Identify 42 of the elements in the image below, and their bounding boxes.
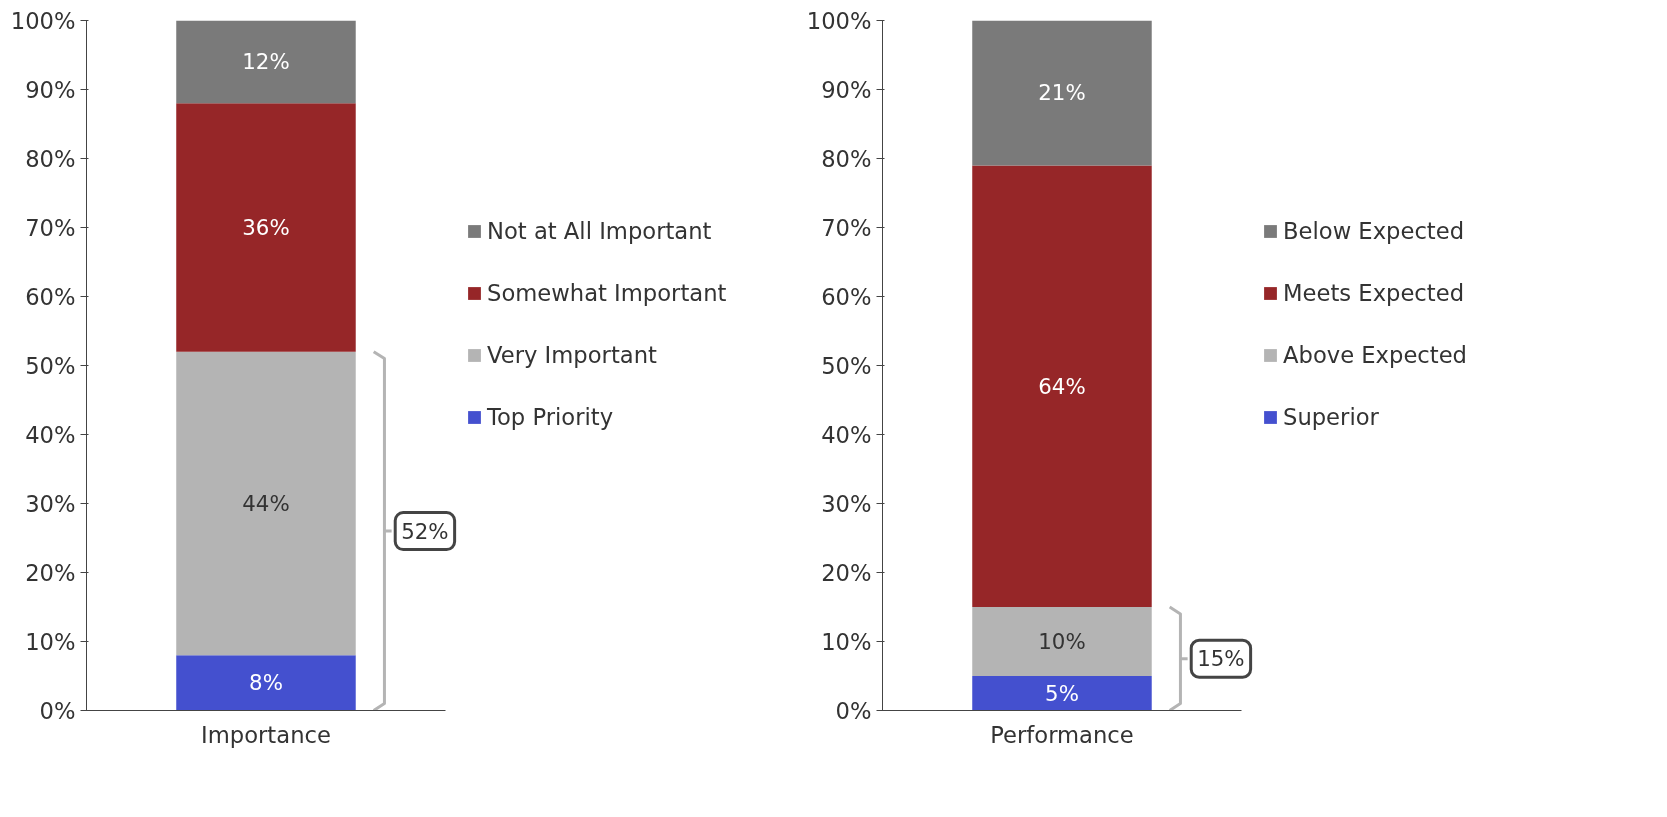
y-tick-label: 30%: [25, 490, 76, 517]
text: 52%: [401, 518, 449, 544]
data-label: 21%: [1038, 80, 1086, 106]
y-tick-label: 20%: [25, 559, 76, 586]
y-tick-label: 70%: [821, 214, 872, 241]
y-tick-label: 0%: [835, 697, 872, 724]
data-label: 64%: [1038, 373, 1086, 399]
legend-label: Somewhat Important: [487, 280, 727, 306]
y-tick-label: 80%: [25, 145, 76, 172]
data-label: 5%: [1045, 680, 1079, 706]
y-tick-label: 60%: [25, 283, 76, 310]
y-tick-label: 90%: [821, 76, 872, 103]
y-tick-label: 0%: [39, 697, 76, 724]
y-tick-label: 10%: [821, 628, 872, 655]
legend-label: Below Expected: [1283, 218, 1465, 244]
y-tick-label: 30%: [821, 490, 872, 517]
data-label: 44%: [242, 491, 290, 516]
legend-label: Not at All Important: [487, 218, 712, 244]
data-label: 36%: [242, 215, 290, 240]
y-tick-label: 40%: [821, 421, 872, 448]
y-tick-label: 20%: [821, 559, 872, 586]
data-label: 12%: [242, 49, 290, 75]
data-label: 10%: [1038, 629, 1086, 654]
y-tick-label: 60%: [821, 283, 872, 310]
legend-label: Above Expected: [1283, 342, 1467, 368]
y-tick-label: 50%: [821, 352, 872, 379]
y-tick-label: 80%: [821, 145, 872, 172]
y-tick-label: 70%: [25, 214, 76, 241]
y-tick-label: 50%: [25, 352, 76, 379]
legend-label: Very Important: [487, 342, 657, 368]
legend-label: Superior: [1283, 404, 1379, 430]
x-tick-label: Importance: [201, 721, 331, 748]
y-tick-label: 100%: [10, 7, 76, 34]
y-tick-label: 40%: [25, 421, 76, 448]
y-tick-label: 90%: [25, 76, 76, 103]
legend-label: Meets Expected: [1283, 280, 1465, 306]
x-tick-label: Performance: [990, 721, 1134, 748]
legend-label: Top Priority: [487, 404, 614, 430]
data-label: 8%: [249, 670, 283, 696]
y-tick-label: 10%: [25, 628, 76, 655]
y-tick-label: 100%: [806, 7, 872, 34]
text: 15%: [1197, 646, 1245, 672]
